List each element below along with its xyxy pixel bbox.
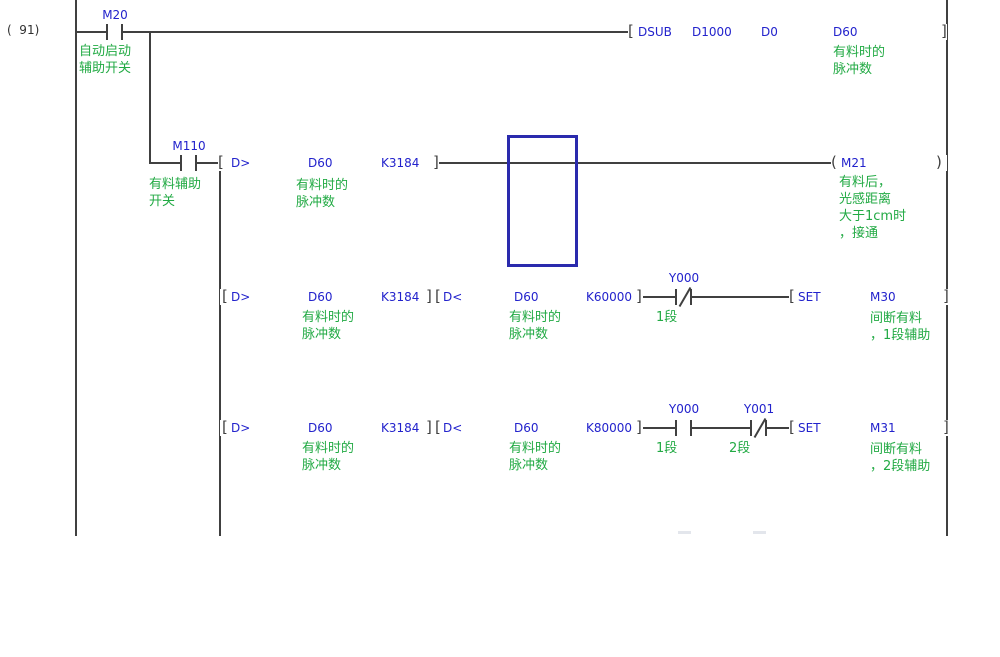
compare-operand-2: K60000 bbox=[586, 290, 633, 304]
contact-y001-rung4-comment: 2段 bbox=[729, 441, 751, 456]
compare-close-bracket: ] bbox=[433, 153, 439, 171]
compare-rung4-d60-comment-1: 有料时的 脉冲数 bbox=[302, 441, 355, 473]
set-operand: M30 bbox=[870, 290, 896, 304]
dsub-d60-comment: 有料时的 脉冲数 bbox=[833, 45, 886, 77]
instr-compare-lt-rung3[interactable]: [ D< D60 K60000 ] bbox=[433, 289, 643, 305]
rung1-line bbox=[77, 31, 946, 33]
compare-operand-1: D60 bbox=[308, 156, 333, 170]
nc-slash bbox=[753, 417, 767, 439]
right-power-rail bbox=[946, 0, 948, 536]
compare-close-bracket: ] bbox=[426, 287, 432, 305]
instr-compare-gt-rung3[interactable]: [ D> D60 K3184 ] bbox=[220, 289, 441, 305]
selection-cursor[interactable] bbox=[507, 135, 578, 267]
contact-y001-nc-rung4[interactable] bbox=[750, 417, 767, 439]
contact-y000-no-rung4[interactable] bbox=[675, 420, 692, 436]
instr-compare-gt-rung4[interactable]: [ D> D60 K3184 ] bbox=[220, 420, 441, 436]
dsub-close-bracket: ] bbox=[941, 22, 947, 40]
contact-m20-comment: 自动启动 辅助开关 bbox=[79, 44, 132, 76]
set-close-bracket: ] bbox=[943, 418, 949, 436]
coil-m21[interactable]: ( M21 ) bbox=[831, 155, 947, 171]
compare-open-bracket: [ bbox=[435, 418, 441, 436]
compare-operand-2: K3184 bbox=[381, 156, 420, 170]
compare-rung3-d60-comment-2: 有料时的 脉冲数 bbox=[509, 310, 562, 342]
instr-set-m30[interactable]: [ SET M30 ] bbox=[789, 287, 949, 305]
instr-set-m31[interactable]: [ SET M31 ] bbox=[789, 418, 949, 436]
compare-operand-2: K3184 bbox=[381, 290, 420, 304]
compare-opcode: D> bbox=[231, 421, 251, 435]
step-number: ( 91) bbox=[7, 23, 40, 37]
compare-close-bracket: ] bbox=[636, 418, 642, 436]
set-opcode: SET bbox=[798, 421, 821, 435]
coil-m21-comment: 有料后， 光感距离 大于1cm时 ，接通 bbox=[839, 175, 907, 241]
compare-operand-1: D60 bbox=[308, 290, 333, 304]
contact-m110[interactable] bbox=[180, 155, 197, 171]
contact-m110-comment: 有料辅助 开关 bbox=[149, 177, 202, 209]
nc-slash bbox=[678, 286, 692, 308]
contact-m20-label: M20 bbox=[102, 8, 128, 22]
branch-line-rung2-to-bottom bbox=[219, 162, 221, 536]
compare-opcode: D< bbox=[443, 290, 463, 304]
compare-close-bracket: ] bbox=[636, 287, 642, 305]
contact-y000-rung4-comment: 1段 bbox=[656, 441, 678, 456]
instr-compare-gt-rung2[interactable]: [ D> D60 K3184 ] bbox=[218, 155, 439, 171]
clipped-next-rung-label bbox=[753, 531, 766, 534]
coil-close-paren: ) bbox=[936, 153, 942, 171]
compare-open-bracket: [ bbox=[222, 418, 228, 436]
set-open-bracket: [ bbox=[789, 287, 795, 305]
contact-y001-rung4-label: Y001 bbox=[743, 402, 775, 416]
contact-y000-rung3-comment: 1段 bbox=[656, 310, 678, 325]
dsub-opcode: DSUB bbox=[638, 25, 672, 39]
dsub-operand-1: D1000 bbox=[692, 25, 732, 39]
compare-operand-1: D60 bbox=[308, 421, 333, 435]
compare-close-bracket: ] bbox=[426, 418, 432, 436]
compare-operand-1: D60 bbox=[514, 290, 539, 304]
compare-opcode: D< bbox=[443, 421, 463, 435]
coil-open-paren: ( bbox=[831, 153, 837, 171]
compare-open-bracket: [ bbox=[218, 153, 224, 171]
dsub-operand-2: D0 bbox=[761, 25, 778, 39]
instr-dsub[interactable]: [ DSUB D1000 D0 D60 ] bbox=[628, 24, 947, 40]
compare-open-bracket: [ bbox=[222, 287, 228, 305]
contact-y000-rung4-label: Y000 bbox=[668, 402, 700, 416]
compare-open-bracket: [ bbox=[435, 287, 441, 305]
contact-y000-rung3-label: Y000 bbox=[668, 271, 700, 285]
compare-rung4-d60-comment-2: 有料时的 脉冲数 bbox=[509, 441, 562, 473]
rung2-line bbox=[150, 162, 946, 164]
set-open-bracket: [ bbox=[789, 418, 795, 436]
compare-rung2-d60-comment: 有料时的 脉冲数 bbox=[296, 178, 349, 210]
compare-operand-2: K3184 bbox=[381, 421, 420, 435]
contact-y000-nc-rung3[interactable] bbox=[675, 286, 692, 308]
branch-line-rung1-to-rung2 bbox=[149, 31, 151, 164]
contact-m20[interactable] bbox=[106, 24, 123, 40]
left-power-rail bbox=[75, 0, 77, 536]
compare-operand-2: K80000 bbox=[586, 421, 633, 435]
set-opcode: SET bbox=[798, 290, 821, 304]
compare-rung3-d60-comment-1: 有料时的 脉冲数 bbox=[302, 310, 355, 342]
compare-operand-1: D60 bbox=[514, 421, 539, 435]
set-operand: M31 bbox=[870, 421, 896, 435]
set-close-bracket: ] bbox=[943, 287, 949, 305]
clipped-next-rung-label bbox=[678, 531, 691, 534]
dsub-operand-3: D60 bbox=[833, 25, 858, 39]
set-m31-comment: 间断有料 ，2段辅助 bbox=[870, 442, 931, 474]
compare-opcode: D> bbox=[231, 156, 251, 170]
instr-compare-lt-rung4[interactable]: [ D< D60 K80000 ] bbox=[433, 420, 643, 436]
dsub-open-bracket: [ bbox=[628, 22, 634, 40]
set-m30-comment: 间断有料 ，1段辅助 bbox=[870, 311, 931, 343]
coil-device: M21 bbox=[841, 156, 867, 170]
compare-opcode: D> bbox=[231, 290, 251, 304]
contact-m110-label: M110 bbox=[172, 139, 206, 153]
